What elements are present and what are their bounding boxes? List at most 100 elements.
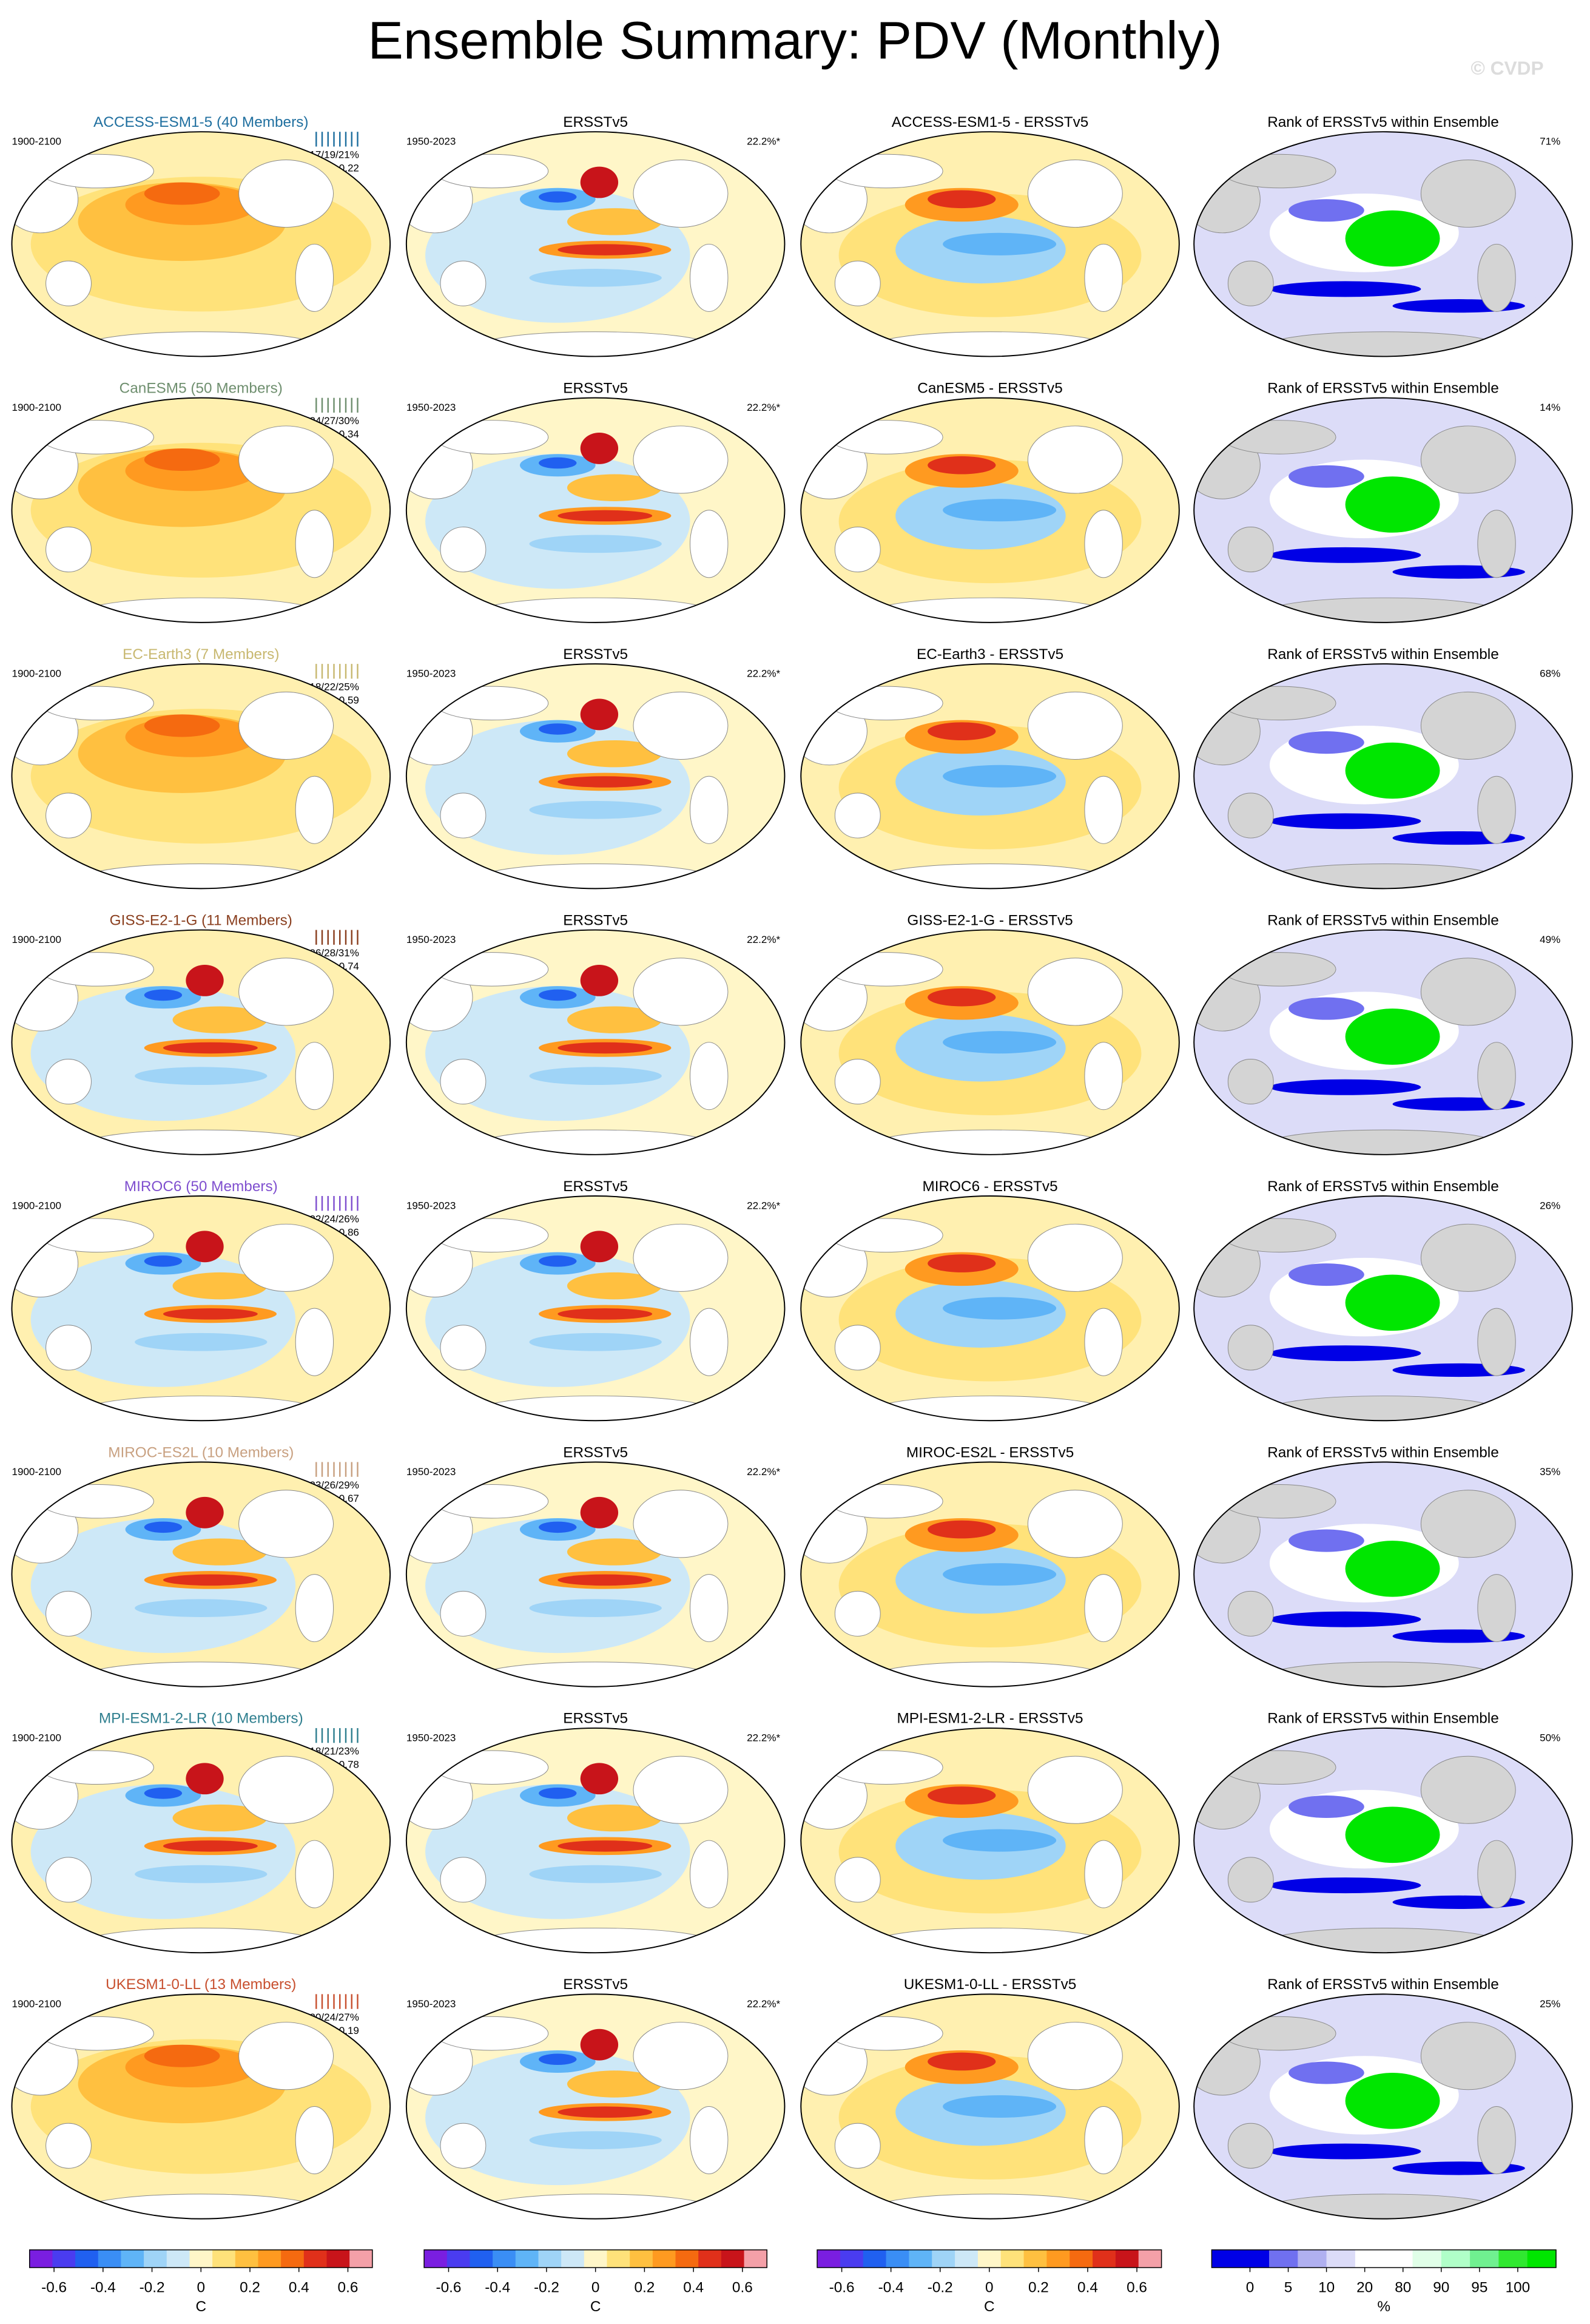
map-panel [12, 1728, 391, 1953]
map-field [567, 1538, 662, 1566]
map-field [558, 1308, 653, 1320]
map-field [1269, 1345, 1421, 1362]
map-land [45, 792, 92, 839]
diff-title: UKESM1-0-LL - ERSSTv5 [904, 1976, 1077, 1993]
map-land [1477, 2106, 1516, 2175]
map-land [690, 510, 729, 578]
obs-percent: 22.2%* [747, 1732, 780, 1743]
colorbar-box [470, 2249, 493, 2268]
map-field [943, 1829, 1057, 1852]
colorbar-box [326, 2249, 350, 2268]
map-land [633, 958, 729, 1026]
colorbar-box [75, 2249, 99, 2268]
map-land [295, 1042, 334, 1110]
colorbar-tick-label: 95 [1471, 2280, 1487, 2296]
map-panel [801, 664, 1179, 889]
map-land [1477, 1840, 1516, 1908]
rank-percent: 49% [1540, 934, 1560, 945]
map-land [876, 1927, 1104, 1953]
colorbar-box [630, 2249, 653, 2268]
map-land [482, 331, 710, 357]
colorbar-box [258, 2249, 281, 2268]
map-border [1193, 1727, 1573, 1954]
model-title: CanESM5 (50 Members) [120, 380, 283, 396]
model-title: GISS-E2-1-G (11 Members) [110, 912, 292, 928]
map-field [1345, 2072, 1440, 2129]
map-field [928, 2052, 996, 2071]
map-field [567, 208, 662, 235]
map-field [1345, 1541, 1440, 1597]
map-land [1420, 1755, 1516, 1824]
diff-title: MIROC-ES2L - ERSSTv5 [906, 1444, 1074, 1461]
map-land [440, 527, 487, 573]
map-land [87, 1129, 315, 1155]
map-border [405, 929, 786, 1155]
colorbar-box [1355, 2249, 1384, 2268]
map-land [87, 1396, 315, 1421]
model-period: 1900-2100 [12, 1732, 61, 1743]
map-land [1420, 425, 1516, 494]
map-land [440, 260, 487, 306]
map-land [1084, 775, 1123, 844]
colorbar-box [1498, 2249, 1528, 2268]
map-border [11, 397, 391, 623]
map-border [1193, 1461, 1573, 1687]
colorbar-tick-label: -0.6 [436, 2280, 461, 2296]
map-field [580, 1496, 619, 1529]
obs-period: 1950-2023 [406, 934, 456, 945]
map-land [295, 1308, 334, 1376]
colorbar-box [584, 2249, 608, 2268]
map-field [1345, 1274, 1440, 1331]
map-field [943, 765, 1057, 788]
map-land [834, 2123, 881, 2169]
map-land [1477, 775, 1516, 844]
map-land [45, 1058, 92, 1105]
map-land [482, 1129, 710, 1155]
colorbar-tick-label: -0.6 [829, 2280, 855, 2296]
map-panel [801, 1994, 1179, 2219]
map-field [144, 714, 220, 737]
rank-title: Rank of ERSSTv5 within Ensemble [1267, 912, 1499, 928]
obs-percent: 22.2%* [747, 136, 780, 147]
map-field [539, 2053, 577, 2066]
colorbar-box [1023, 2249, 1048, 2268]
diff-title: GISS-E2-1-G - ERSSTv5 [907, 912, 1073, 928]
map-field [186, 1496, 224, 1529]
map-land [482, 2194, 710, 2219]
map-field [1289, 465, 1364, 488]
map-border [405, 663, 786, 890]
colorbar-box [1070, 2249, 1093, 2268]
colorbar-tick-label: 0.2 [1028, 2280, 1049, 2296]
colorbar-box [955, 2249, 979, 2268]
map-field [580, 964, 619, 996]
map-land [690, 2106, 729, 2175]
rank-title: Rank of ERSSTv5 within Ensemble [1267, 1976, 1499, 1993]
obs-period: 1950-2023 [406, 1200, 456, 1212]
colorbar-tick-label: 90 [1433, 2280, 1449, 2296]
colorbar-tick-label: 0.6 [732, 2280, 753, 2296]
map-panel [406, 1196, 785, 1421]
map-field [529, 1599, 662, 1617]
map-field [928, 988, 996, 1007]
map-field [144, 2044, 220, 2067]
map-land [633, 691, 729, 760]
colorbar-box [863, 2249, 887, 2268]
obs-period: 1950-2023 [406, 402, 456, 413]
colorbar-box [1527, 2249, 1557, 2268]
rank-percent: 50% [1540, 1732, 1560, 1743]
map-land [876, 1129, 1104, 1155]
map-land [238, 1490, 334, 1558]
map-field [529, 800, 662, 819]
map-field [580, 1231, 619, 1263]
colorbar-box [446, 2249, 471, 2268]
obs-title: ERSSTv5 [563, 912, 628, 928]
colorbar-box [932, 2249, 955, 2268]
map-border [1193, 131, 1573, 357]
colorbar-box [977, 2249, 1002, 2268]
map-land [295, 510, 334, 578]
map-land [633, 1223, 729, 1292]
map-field [186, 964, 224, 996]
map-field [172, 1006, 268, 1033]
map-field [1345, 210, 1440, 267]
